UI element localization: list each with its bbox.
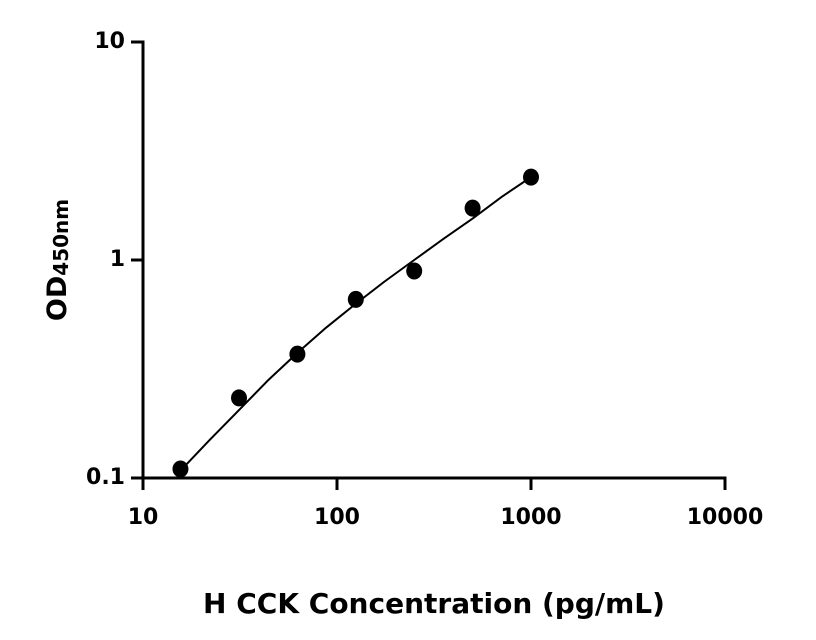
y-axis-label: OD450nm (42, 199, 73, 321)
data-point (523, 168, 539, 186)
fit-curve (179, 176, 532, 472)
data-point (347, 290, 364, 308)
x-axis-label: H CCK Concentration (pg/mL) (203, 587, 665, 620)
data-point (231, 389, 248, 407)
data-point (172, 460, 189, 478)
y-tick-label: 10 (94, 29, 125, 54)
y-axis-label-sub: 450nm (49, 199, 73, 276)
x-tick-label: 10 (128, 505, 159, 530)
data-point (464, 199, 481, 217)
y-axis-label-main: OD (42, 276, 73, 321)
y-tick-label: 0.1 (86, 465, 125, 490)
y-tick-label: 1 (110, 247, 125, 272)
data-point (406, 262, 423, 280)
x-tick-label: 100 (314, 505, 360, 530)
data-point (289, 345, 306, 363)
x-tick-label: 1000 (500, 505, 561, 530)
x-tick-label: 10000 (687, 505, 764, 530)
